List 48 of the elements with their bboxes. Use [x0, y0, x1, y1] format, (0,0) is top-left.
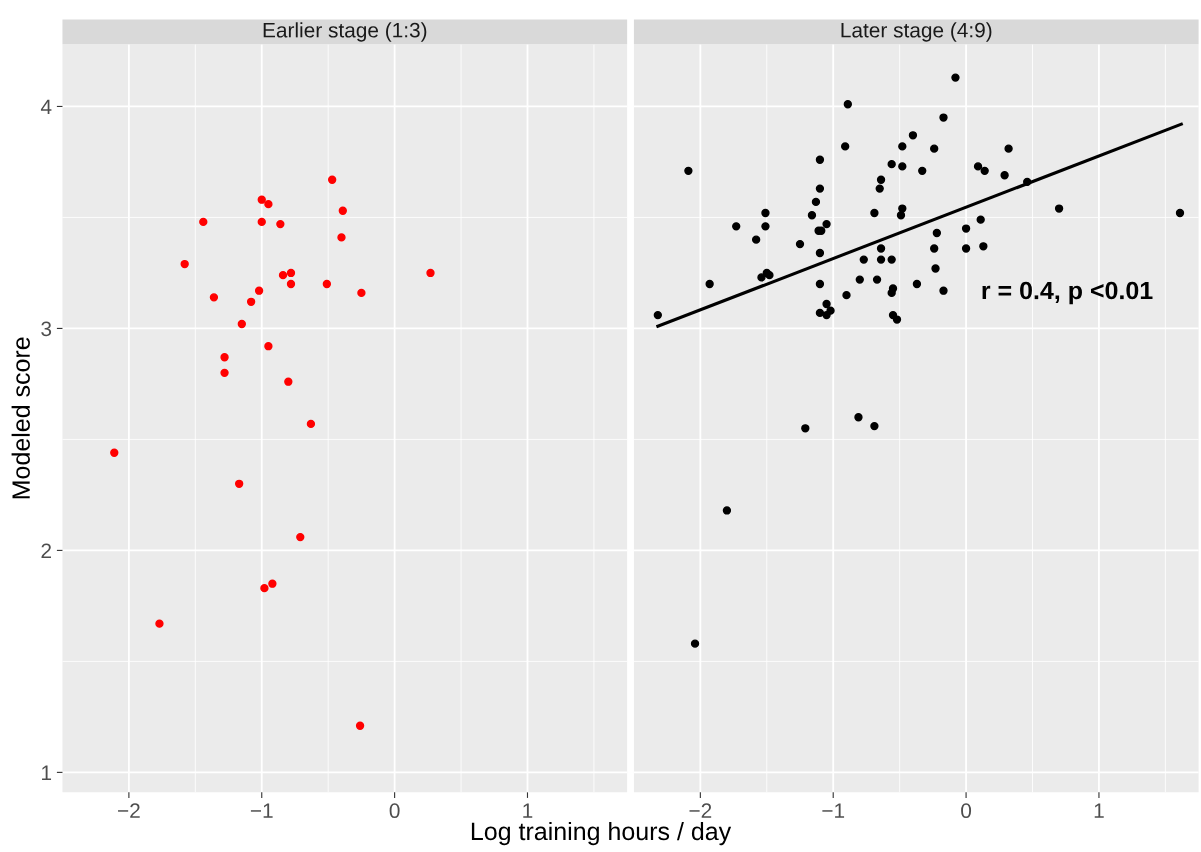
x-tick-label: 0 — [961, 803, 972, 819]
y-tick-label: 1 — [42, 765, 52, 780]
chart-title: Later stage (4:9) — [841, 22, 992, 42]
point — [276, 219, 285, 229]
y-axis-title: Modeled score — [11, 337, 30, 499]
point — [264, 199, 273, 209]
point — [257, 195, 266, 204]
point — [278, 270, 288, 280]
point — [257, 217, 266, 227]
point — [264, 342, 273, 351]
y-tick-label: 4 — [40, 99, 52, 115]
y-tick-label: 3 — [41, 321, 52, 337]
point — [268, 579, 277, 588]
point — [234, 479, 244, 488]
x-tick-label: −2 — [118, 803, 140, 818]
point — [328, 175, 337, 184]
y-tick-label: 2 — [41, 543, 51, 558]
point — [296, 532, 305, 542]
point — [220, 368, 229, 377]
point — [357, 288, 366, 298]
point — [155, 619, 164, 628]
point — [426, 268, 435, 278]
point — [306, 419, 316, 429]
point — [322, 279, 332, 289]
x-tick-label: −2 — [689, 803, 712, 818]
point — [355, 721, 365, 730]
point — [246, 297, 256, 306]
point — [220, 353, 229, 362]
point — [337, 233, 346, 242]
point — [199, 217, 208, 227]
point — [260, 583, 269, 593]
point — [180, 259, 189, 269]
x-tick-label: −1 — [822, 803, 845, 818]
point — [286, 279, 296, 289]
x-tick-label: 1 — [523, 803, 533, 818]
point — [209, 293, 219, 302]
annotation: r = 0.4, p <0.01 — [982, 281, 1153, 305]
point — [254, 286, 264, 295]
point — [110, 448, 119, 457]
point — [237, 319, 246, 329]
point — [284, 377, 293, 386]
point — [286, 268, 296, 278]
point — [338, 206, 347, 215]
x-axis-title: Log training hours / day — [471, 821, 732, 846]
x-tick-label: −1 — [250, 803, 273, 818]
chart-title: Earlier stage (1:3) — [263, 22, 427, 42]
x-tick-label: 0 — [389, 803, 400, 819]
x-tick-label: 1 — [1094, 803, 1104, 818]
